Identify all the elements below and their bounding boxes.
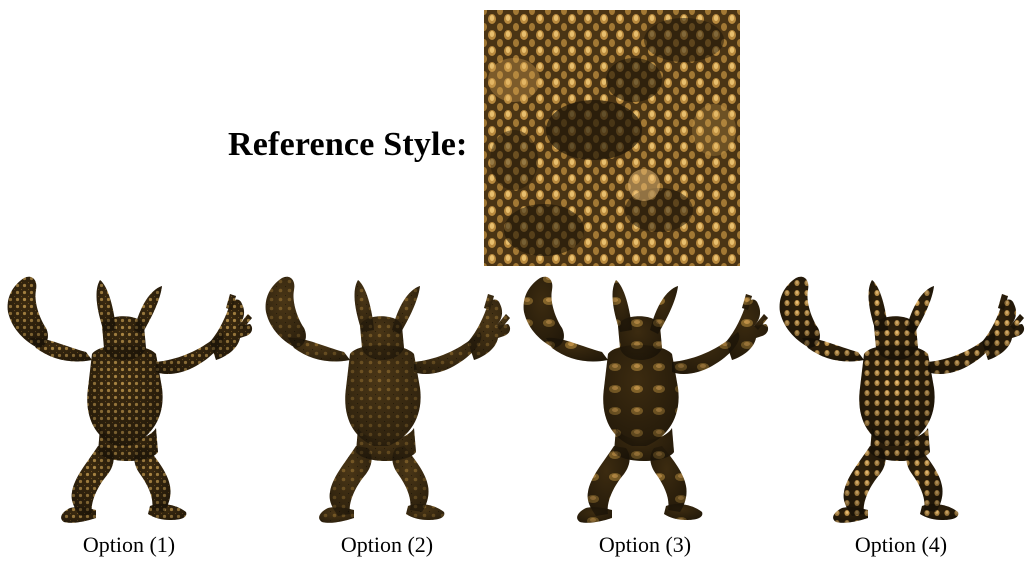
option-3[interactable]: Option (3) [516,268,774,572]
option-2-model-render [265,276,511,523]
option-1[interactable]: Option (1) [0,268,258,572]
option-4-model-render [779,276,1025,523]
option-2-caption: Option (2) [340,532,434,557]
option-1-model-render [7,276,253,523]
option-4[interactable]: Option (4) [772,268,1030,572]
reference-style-label: Reference Style: [228,126,468,163]
option-3-caption: Option (3) [598,532,692,557]
reference-texture-svg [484,10,740,266]
option-2[interactable]: Option (2) [258,268,516,572]
option-4-caption: Option (4) [854,532,948,557]
option-1-caption: Option (1) [82,532,176,557]
reference-texture-image [484,10,740,266]
option-3-model-render [523,276,769,523]
